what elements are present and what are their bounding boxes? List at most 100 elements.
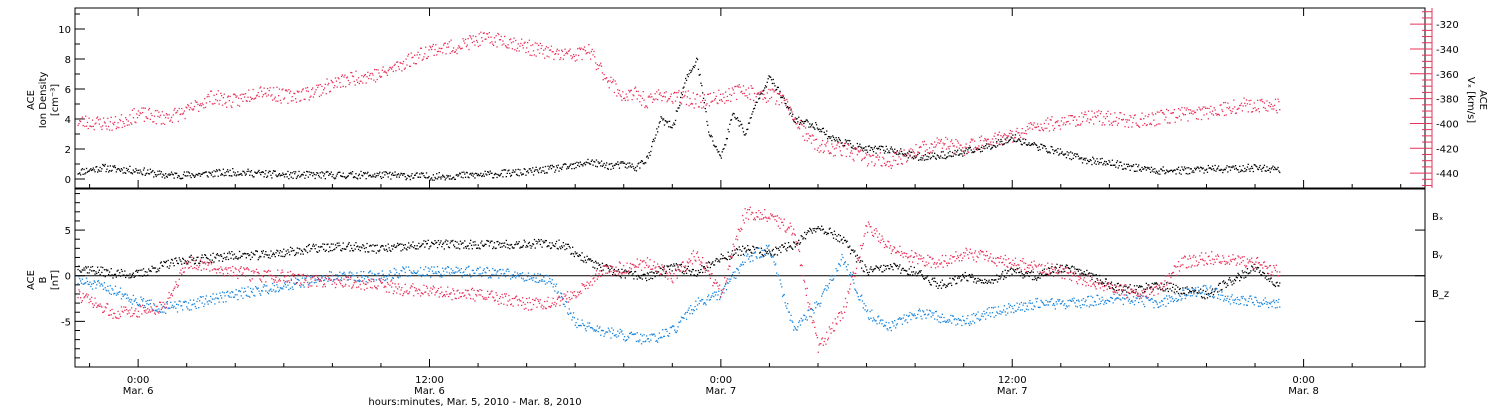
density-series-point — [1109, 161, 1111, 163]
bx-series-point — [901, 267, 904, 270]
by-series-point — [549, 281, 552, 283]
density-series-point — [940, 151, 943, 153]
bx-series-point — [558, 239, 560, 241]
density-series-point — [500, 172, 502, 175]
vx-series-point — [783, 99, 785, 102]
density-series-point — [1054, 149, 1056, 152]
by-series-point — [520, 273, 522, 275]
density-series-point — [663, 124, 666, 126]
density-series-point — [437, 176, 440, 178]
bx-series-point — [823, 232, 825, 235]
density-series-point — [813, 127, 815, 129]
by-series-point — [202, 296, 204, 298]
vx-series-point — [510, 38, 512, 40]
vx-series-point — [1158, 111, 1160, 113]
density-series-point — [915, 156, 917, 158]
vx-series-point — [892, 155, 894, 158]
bx-series-point — [232, 254, 234, 256]
bx-series-point — [1240, 276, 1243, 279]
by-series-point — [215, 297, 217, 299]
bx-series-point — [928, 281, 931, 284]
by-series-point — [196, 300, 198, 303]
bx-series-point — [1213, 291, 1215, 293]
vx-series-point — [1240, 102, 1243, 104]
by-series-point — [469, 273, 471, 275]
bx-series-point — [1047, 273, 1049, 275]
vx-series-point — [706, 103, 708, 105]
bx-series-point — [441, 246, 443, 248]
bx-series-point — [1278, 285, 1280, 287]
vx-series-point — [1057, 120, 1059, 122]
vx-series-point — [853, 160, 855, 162]
density-series-point — [503, 169, 505, 171]
density-series-point — [722, 148, 724, 151]
vx-series-point — [999, 143, 1001, 146]
density-series-point — [1269, 171, 1271, 173]
density-series-point — [177, 175, 179, 177]
vx-series-point — [508, 47, 510, 49]
bx-series-point — [338, 242, 340, 244]
density-series-point — [504, 169, 507, 171]
vx-series-point — [1180, 119, 1182, 121]
vx-series-point — [241, 93, 243, 95]
vx-series-point — [1140, 118, 1142, 120]
by-series-point — [407, 275, 409, 277]
bx-series-point — [670, 264, 672, 266]
vx-series-point — [101, 128, 103, 131]
vx-series-point — [840, 154, 842, 156]
density-series-point — [351, 171, 354, 173]
bx-series-point — [606, 264, 608, 266]
density-series-point — [595, 165, 597, 167]
vx-series-point — [886, 161, 888, 163]
by-series-point — [99, 285, 101, 287]
density-series-point — [780, 96, 782, 99]
density-series-point — [1205, 169, 1207, 171]
density-series-point — [973, 151, 975, 154]
density-series-point — [238, 173, 241, 176]
vx-series-point — [831, 143, 833, 145]
vx-series-point — [1229, 109, 1232, 112]
bx-series-point — [1194, 289, 1197, 292]
bx-series-point — [1020, 271, 1022, 273]
vx-series-point — [1087, 110, 1090, 112]
bx-series-point — [142, 275, 144, 277]
bx-series-point — [963, 277, 966, 279]
bx-series-point — [1139, 286, 1141, 288]
by-series-point — [393, 267, 395, 270]
vx-series-point — [640, 104, 643, 106]
vx-series-point — [742, 92, 744, 95]
vx-series-point — [386, 74, 389, 76]
vx-series-point — [678, 90, 680, 92]
bx-series-point — [324, 250, 326, 252]
bx-series-point — [555, 240, 558, 243]
density-series-point — [573, 167, 575, 170]
bx-series-point — [912, 271, 915, 273]
density-series-point — [651, 145, 653, 148]
density-series-point — [538, 172, 540, 174]
density-series-point — [565, 163, 567, 165]
bx-series-point — [1197, 292, 1199, 294]
bx-series-point — [668, 265, 670, 267]
by-series-point — [263, 284, 265, 286]
vx-series-point — [469, 35, 471, 37]
vx-series-point — [952, 145, 954, 147]
vx-series-point — [1026, 125, 1028, 128]
density-series-point — [385, 171, 388, 174]
bx-series-point — [285, 250, 287, 252]
by-series-point — [483, 268, 485, 270]
density-series-point — [969, 146, 971, 149]
bx-series-point — [585, 261, 587, 264]
bx-series-point — [97, 266, 99, 268]
vx-series-point — [1047, 117, 1049, 119]
vx-series-point — [279, 99, 281, 101]
density-series-point — [77, 173, 79, 175]
vx-series-point — [637, 90, 639, 93]
density-series-point — [366, 172, 368, 175]
density-series-point — [869, 149, 871, 151]
bx-series-point — [185, 261, 187, 263]
vx-series-point — [294, 92, 296, 95]
density-series-point — [585, 161, 587, 163]
density-series-point — [83, 168, 85, 171]
density-series-point — [828, 136, 830, 138]
density-series-point — [750, 117, 752, 119]
